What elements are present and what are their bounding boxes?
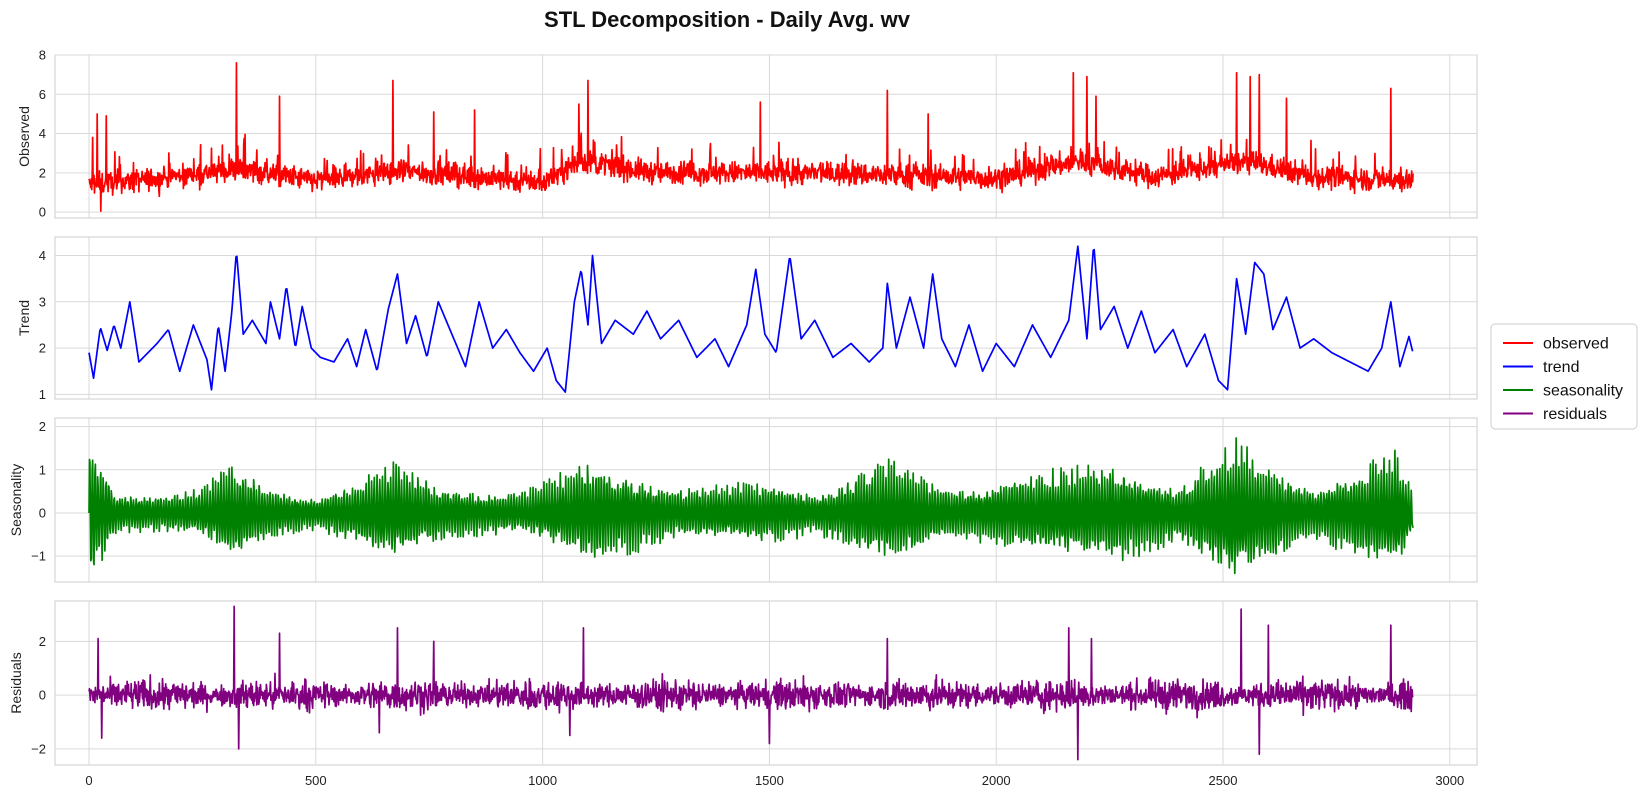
y-axis-label: Seasonality	[8, 464, 24, 536]
x-tick-label: 0	[85, 773, 92, 788]
series-line-observed	[88, 62, 1414, 212]
y-tick-label: 2	[39, 165, 46, 180]
series-line-trend	[88, 245, 1414, 393]
y-tick-label: 4	[39, 248, 46, 263]
x-tick-label: 2000	[982, 773, 1011, 788]
y-tick-label: 2	[39, 419, 46, 434]
y-axis-label: Observed	[16, 106, 32, 167]
x-axis: 0 500 1000 1500 2000 2500 3000	[85, 773, 1464, 788]
legend-box	[1490, 323, 1638, 430]
y-axis-label: Residuals	[8, 652, 24, 713]
series-line-seasonality	[88, 437, 1414, 575]
legend-label-seasonality: seasonality	[1543, 383, 1623, 400]
y-tick-label: 1	[39, 462, 46, 477]
y-tick-label: 2	[39, 634, 46, 649]
panel-observed: 0 2 4 6 8 Observed	[16, 48, 1478, 220]
y-tick-label: 3	[39, 294, 46, 309]
panel-frame	[54, 54, 1478, 219]
y-tick-label: 0	[39, 205, 46, 220]
y-axis-label: Trend	[16, 300, 32, 336]
y-tick-label: 1	[39, 387, 46, 402]
y-tick-label: −2	[31, 741, 46, 756]
y-tick-label: −1	[31, 549, 46, 564]
x-tick-label: 500	[305, 773, 327, 788]
x-tick-label: 1000	[528, 773, 557, 788]
panel-frame	[54, 236, 1478, 400]
x-tick-label: 1500	[755, 773, 784, 788]
y-tick-label: 0	[39, 688, 46, 703]
series-line-residuals	[88, 605, 1414, 761]
panels: 0 2 4 6 8 Observed 1 2 3 4 Trend −1 0 1 2 Seasonality −2…	[8, 48, 1478, 766]
x-tick-label: 3000	[1435, 773, 1464, 788]
chart-title: STL Decomposition - Daily Avg. wv	[544, 7, 911, 32]
legend-label-trend: trend	[1543, 359, 1579, 376]
y-tick-label: 0	[39, 505, 46, 520]
y-tick-label: 8	[39, 48, 46, 63]
panel-trend: 1 2 3 4 Trend	[16, 236, 1478, 402]
panel-seasonality: −1 0 1 2 Seasonality	[8, 417, 1478, 583]
legend-label-residuals: residuals	[1543, 406, 1607, 423]
y-tick-label: 6	[39, 87, 46, 102]
panel-residuals: −2 0 2 Residuals	[8, 600, 1478, 766]
y-tick-label: 4	[39, 126, 46, 141]
x-tick-label: 2500	[1209, 773, 1238, 788]
legend: observed trend seasonality residuals	[1490, 323, 1638, 430]
legend-label-observed: observed	[1543, 336, 1609, 353]
y-tick-label: 2	[39, 341, 46, 356]
